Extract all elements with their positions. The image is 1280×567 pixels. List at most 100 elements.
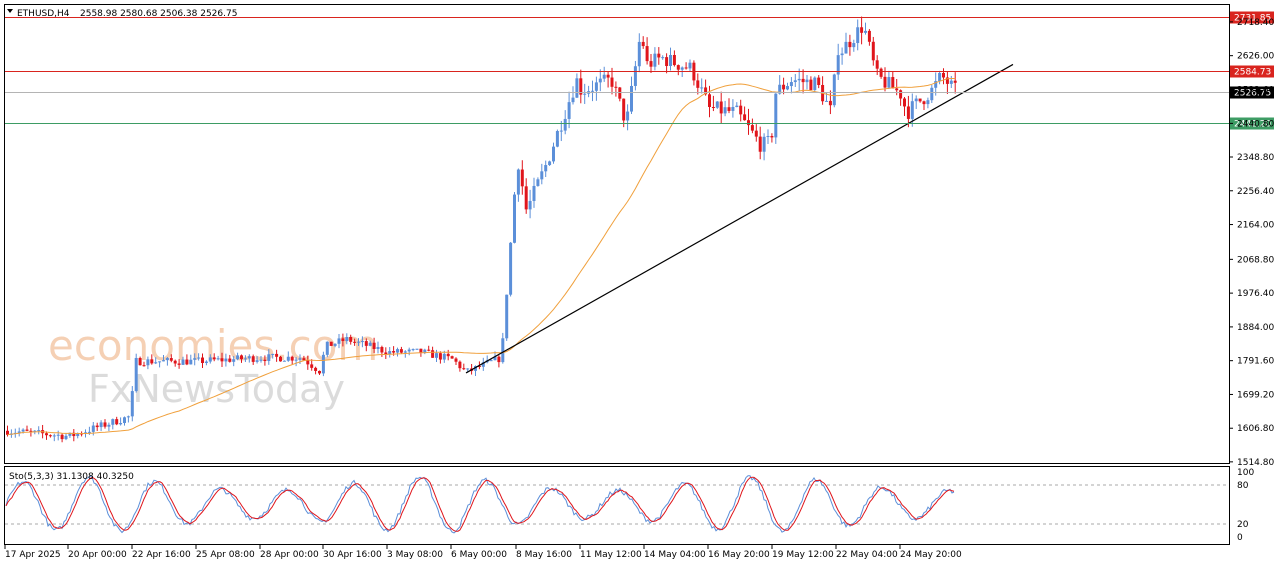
candle-body: [111, 419, 115, 425]
candle-body: [747, 120, 750, 126]
level-label: 2731.85: [1234, 14, 1271, 24]
x-tick-label: 30 Apr 16:00: [323, 550, 382, 560]
candle-body: [45, 433, 48, 436]
y-tick-label: 2164.00: [1237, 221, 1274, 231]
x-tick-label: 20 Apr 00:00: [68, 550, 127, 560]
candle-body: [228, 358, 232, 362]
candle-body: [438, 353, 442, 360]
candle-body: [403, 351, 407, 353]
candle-body: [700, 87, 704, 89]
candle-body: [364, 341, 368, 346]
candle-body: [255, 360, 259, 362]
candle-body: [856, 27, 860, 44]
stoch-d-line: [5, 476, 955, 532]
candle-body: [782, 84, 786, 90]
candle-body: [945, 77, 949, 84]
y-tick-label: 2626.00: [1237, 52, 1274, 62]
candle-body: [380, 347, 384, 353]
candle-body: [618, 87, 622, 99]
candle-body: [154, 362, 158, 364]
candle-body: [770, 136, 774, 138]
candle-body: [536, 179, 540, 186]
candle-body: [630, 85, 633, 112]
y-tick-label: 1606.80: [1237, 424, 1274, 434]
candle-body: [860, 27, 864, 33]
candle-body: [871, 41, 875, 61]
candle-body: [591, 90, 594, 92]
candle-body: [333, 343, 337, 346]
candle-body: [162, 360, 165, 362]
candle-body: [891, 77, 895, 89]
candle-body: [719, 101, 723, 114]
y-tick-label: 2068.80: [1237, 255, 1274, 265]
x-tick-label: 24 May 20:00: [900, 550, 962, 560]
candle-body: [809, 79, 813, 90]
candle-body: [934, 81, 938, 88]
candle-body: [37, 430, 41, 432]
candle-body: [25, 429, 29, 431]
level-tag: [1230, 117, 1274, 130]
candle-body: [220, 358, 224, 362]
x-tick-label: 6 May 00:00: [451, 550, 507, 560]
candle-body: [743, 114, 747, 121]
candle-body: [489, 360, 493, 362]
candle-body: [423, 349, 427, 353]
candle-body: [832, 74, 836, 106]
y-tick-label: 1514.80: [1237, 458, 1274, 468]
candle-body: [384, 352, 388, 355]
horizontal-levels: 2731.85 2584.73 2526.75 2442.20: [5, 11, 1274, 130]
symbol-label: ETHUSD,H4: [17, 9, 70, 19]
candle-body: [173, 360, 177, 364]
candle-body: [446, 353, 450, 357]
candle-body: [290, 356, 294, 361]
candle-body: [544, 165, 548, 172]
candle-body: [953, 80, 957, 83]
candle-body: [232, 359, 236, 362]
candle-body: [774, 93, 778, 138]
candle-body: [189, 359, 193, 365]
candle-body: [598, 78, 602, 83]
stoch-label: Sto(5,3,3) 31.1308 40.3250: [9, 472, 134, 482]
price-axis: 2718.40 2626.00 2533.60 2440.80 2348.80 2256.…: [1229, 18, 1274, 468]
candle-body: [840, 53, 844, 56]
candle-body: [930, 87, 934, 101]
candle-body: [415, 348, 419, 350]
x-tick-label: 16 May 20:00: [708, 550, 770, 560]
candle-body: [867, 30, 871, 42]
candle-body: [376, 347, 380, 349]
dropdown-triangle-icon[interactable]: [7, 9, 13, 13]
candle-body: [801, 78, 805, 83]
candle-body: [906, 106, 910, 119]
candle-body: [555, 131, 559, 147]
candle-body: [138, 357, 142, 366]
candle-body: [68, 432, 72, 436]
candle-body: [115, 419, 119, 425]
level-label: 2526.75: [1234, 89, 1271, 99]
candle-body: [142, 365, 146, 367]
candle-body: [181, 359, 185, 365]
candle-body: [548, 161, 552, 166]
y-tick-label: 1976.40: [1237, 289, 1274, 299]
candle-body: [193, 358, 197, 360]
candle-body: [64, 435, 68, 440]
candle-body: [571, 97, 575, 103]
candle-body: [903, 98, 906, 107]
candle-body: [852, 43, 856, 48]
candle-body: [879, 68, 883, 77]
candle-body: [259, 359, 263, 361]
candle-body: [575, 78, 579, 98]
level-tag: [1230, 65, 1274, 78]
candle-body: [282, 360, 286, 362]
moving-average-line: [7, 78, 956, 436]
candle-body: [411, 349, 415, 351]
candle-body: [87, 431, 91, 433]
candle-body: [123, 417, 126, 424]
candle-body: [797, 78, 801, 81]
candle-body: [185, 359, 189, 365]
x-tick-label: 3 May 08:00: [387, 550, 443, 560]
x-tick-label: 22 Apr 16:00: [132, 550, 191, 560]
level-label: 2442.20: [1234, 120, 1271, 130]
candle-body: [392, 351, 396, 353]
candle-body: [431, 350, 435, 358]
candle-body: [150, 359, 154, 364]
